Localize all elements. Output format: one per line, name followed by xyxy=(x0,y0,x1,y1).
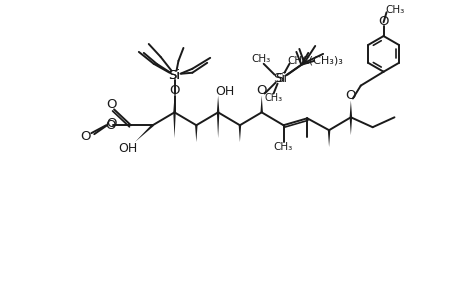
Text: OH: OH xyxy=(215,85,234,98)
Polygon shape xyxy=(134,124,153,142)
Text: CH₃: CH₃ xyxy=(251,54,270,64)
Text: O: O xyxy=(80,130,90,142)
Text: O: O xyxy=(106,117,116,130)
Text: Si: Si xyxy=(168,69,180,82)
Text: O: O xyxy=(169,84,179,97)
Polygon shape xyxy=(349,117,351,135)
Polygon shape xyxy=(173,95,175,112)
Polygon shape xyxy=(173,112,175,138)
Polygon shape xyxy=(327,130,330,147)
Text: O: O xyxy=(345,89,355,102)
Text: O: O xyxy=(106,98,116,111)
Text: OH: OH xyxy=(118,142,137,154)
Text: Si: Si xyxy=(275,72,287,85)
Polygon shape xyxy=(195,125,197,142)
Polygon shape xyxy=(260,95,263,112)
Text: O: O xyxy=(256,84,266,97)
Text: CH₃: CH₃ xyxy=(264,94,282,103)
Polygon shape xyxy=(216,112,219,138)
Text: CH₃: CH₃ xyxy=(272,142,291,152)
Text: Si: Si xyxy=(168,69,180,82)
Text: Si: Si xyxy=(273,72,285,85)
Text: CH₃: CH₃ xyxy=(385,5,404,15)
Text: CH₃: CH₃ xyxy=(287,56,306,66)
Polygon shape xyxy=(349,100,351,117)
Polygon shape xyxy=(238,125,241,142)
Polygon shape xyxy=(216,95,219,112)
Text: O: O xyxy=(105,119,115,132)
Text: C(CH₃)₃: C(CH₃)₃ xyxy=(301,56,342,66)
Text: O: O xyxy=(377,15,388,28)
